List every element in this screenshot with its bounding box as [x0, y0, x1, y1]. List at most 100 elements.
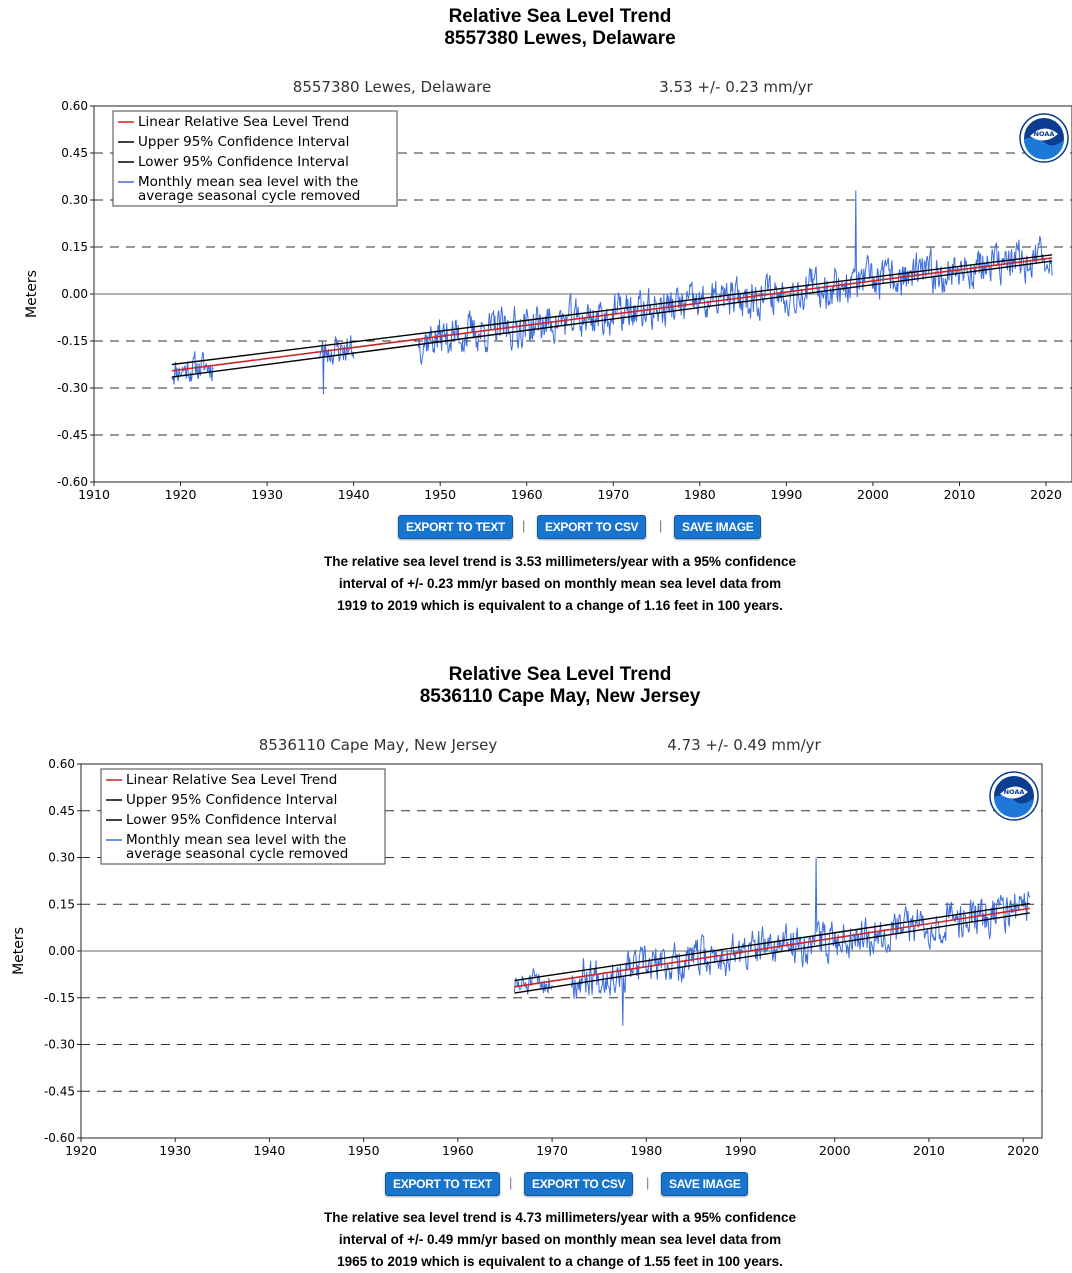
trend-line — [514, 907, 1030, 988]
upper-confidence-line — [514, 902, 1030, 982]
legend-label: Lower 95% Confidence Interval — [126, 812, 337, 828]
toolbar-separator: | — [522, 518, 526, 533]
legend-label: average seasonal cycle removed — [126, 846, 348, 862]
legend-label: average seasonal cycle removed — [138, 188, 360, 204]
chart-title-2: Relative Sea Level Trend 8536110 Cape Ma… — [0, 664, 1072, 708]
x-tick-label: 1920 — [165, 487, 197, 502]
monthly-mean-series — [513, 967, 553, 995]
y-tick-label: -0.15 — [44, 991, 75, 1005]
trend-description-1: The relative sea level trend is 3.53 mil… — [0, 551, 1072, 617]
y-tick-label: -0.30 — [57, 381, 88, 395]
x-tick-label: 1950 — [424, 487, 456, 502]
x-tick-label: 1920 — [65, 1143, 97, 1158]
y-tick-label: -0.45 — [57, 428, 88, 442]
chart-subtitle-line: 8536110 Cape May, New Jersey — [419, 686, 701, 707]
noaa-logo-text: NOAA — [1034, 130, 1055, 138]
chart-subtitle-line: 8557380 Lewes, Delaware — [444, 28, 676, 49]
export-toolbar-1: EXPORT TO TEXT | EXPORT TO CSV | SAVE IM… — [0, 515, 1072, 539]
x-tick-label: 1940 — [254, 1143, 286, 1158]
noaa-logo-wave — [1023, 137, 1064, 160]
x-tick-label: 1990 — [725, 1143, 757, 1158]
toolbar-separator: | — [659, 518, 663, 533]
x-tick-label: 2020 — [1007, 1143, 1039, 1158]
y-tick-label: -0.15 — [57, 334, 88, 348]
y-tick-label: 0.60 — [61, 99, 88, 113]
x-tick-label: 1950 — [348, 1143, 380, 1158]
export-toolbar-2: EXPORT TO TEXT | EXPORT TO CSV | SAVE IM… — [0, 1172, 1072, 1196]
y-tick-label: 0.45 — [48, 804, 75, 818]
export-to-text-button[interactable]: EXPORT TO TEXT — [398, 515, 513, 539]
x-tick-label: 2010 — [913, 1143, 945, 1158]
description-line: 1965 to 2019 which is equivalent to a ch… — [337, 1254, 783, 1269]
description-line: 1919 to 2019 which is equivalent to a ch… — [337, 598, 783, 613]
export-to-text-button[interactable]: EXPORT TO TEXT — [385, 1172, 500, 1196]
toolbar-separator: | — [509, 1175, 513, 1190]
export-to-csv-button[interactable]: EXPORT TO CSV — [537, 515, 647, 539]
y-tick-label: 0.15 — [48, 897, 75, 911]
x-tick-label: 2020 — [1030, 487, 1062, 502]
trend-description-2: The relative sea level trend is 4.73 mil… — [0, 1207, 1072, 1273]
x-tick-label: 1910 — [78, 487, 110, 502]
noaa-logo-text: NOAA — [1004, 788, 1025, 796]
legend-label: Upper 95% Confidence Interval — [126, 792, 337, 808]
y-tick-label: 0.00 — [48, 944, 75, 958]
y-tick-label: 0.60 — [48, 757, 75, 771]
x-tick-label: 1980 — [684, 487, 716, 502]
y-tick-label: -0.60 — [44, 1131, 75, 1145]
y-tick-label: -0.45 — [44, 1084, 75, 1098]
description-line: interval of +/- 0.49 mm/yr based on mont… — [338, 1232, 782, 1247]
x-tick-label: 1960 — [511, 487, 543, 502]
trend-line — [171, 257, 1053, 372]
legend-label: Linear Relative Sea Level Trend — [138, 114, 349, 130]
description-line: The relative sea level trend is 3.53 mil… — [324, 554, 796, 569]
monthly-mean-series — [418, 190, 1053, 365]
sea-level-chart-cape-may: 8536110 Cape May, New Jersey 4.73 +/- 0.4… — [11, 736, 1043, 1158]
y-tick-label: 0.30 — [48, 851, 75, 865]
noaa-logo-bird — [1030, 128, 1058, 141]
y-tick-label: 0.30 — [61, 193, 88, 207]
x-tick-label: 1930 — [251, 487, 283, 502]
upper-confidence-line — [171, 254, 1053, 366]
x-tick-label: 1970 — [597, 487, 629, 502]
lower-confidence-line — [171, 260, 1053, 378]
y-tick-label: 0.15 — [61, 240, 88, 254]
x-tick-label: 1980 — [630, 1143, 662, 1158]
noaa-logo-wave — [993, 795, 1034, 818]
sea-level-chart-lewes: 8557380 Lewes, Delaware 3.53 +/- 0.23 mm/… — [24, 78, 1072, 502]
x-tick-label: 1930 — [159, 1143, 191, 1158]
x-tick-label: 2000 — [819, 1143, 851, 1158]
station-label: 8536110 Cape May, New Jersey — [259, 736, 498, 754]
x-tick-label: 1940 — [338, 487, 370, 502]
y-axis-label: Meters — [11, 927, 27, 975]
y-tick-label: -0.30 — [44, 1038, 75, 1052]
noaa-logo-bird — [1000, 786, 1028, 799]
y-tick-label: 0.00 — [61, 287, 88, 301]
chart-title-line: Relative Sea Level Trend — [448, 664, 672, 685]
save-image-button[interactable]: SAVE IMAGE — [661, 1172, 749, 1196]
toolbar-separator: | — [646, 1175, 650, 1190]
description-line: interval of +/- 0.23 mm/yr based on mont… — [338, 576, 782, 591]
lower-confidence-line — [514, 912, 1030, 994]
legend-label: Linear Relative Sea Level Trend — [126, 772, 337, 788]
x-tick-label: 2010 — [944, 487, 976, 502]
legend-label: Monthly mean sea level with the — [126, 832, 346, 848]
y-axis-label: Meters — [24, 270, 40, 318]
x-tick-label: 2000 — [857, 487, 889, 502]
x-tick-label: 1970 — [536, 1143, 568, 1158]
x-tick-label: 1990 — [770, 487, 802, 502]
legend-label: Lower 95% Confidence Interval — [138, 154, 349, 170]
legend-label: Upper 95% Confidence Interval — [138, 134, 349, 150]
export-to-csv-button[interactable]: EXPORT TO CSV — [524, 1172, 634, 1196]
trend-rate-label: 4.73 +/- 0.49 mm/yr — [667, 736, 821, 754]
chart-title-line: Relative Sea Level Trend — [448, 6, 672, 27]
chart-title-1: Relative Sea Level Trend 8557380 Lewes, … — [0, 6, 1072, 50]
station-label: 8557380 Lewes, Delaware — [293, 78, 491, 96]
x-tick-label: 1960 — [442, 1143, 474, 1158]
y-tick-label: -0.60 — [57, 475, 88, 489]
legend-box — [112, 110, 398, 207]
save-image-button[interactable]: SAVE IMAGE — [674, 515, 762, 539]
legend-box — [100, 768, 386, 865]
trend-rate-label: 3.53 +/- 0.23 mm/yr — [659, 78, 813, 96]
legend-label: Monthly mean sea level with the — [138, 174, 358, 190]
description-line: The relative sea level trend is 4.73 mil… — [324, 1210, 796, 1225]
